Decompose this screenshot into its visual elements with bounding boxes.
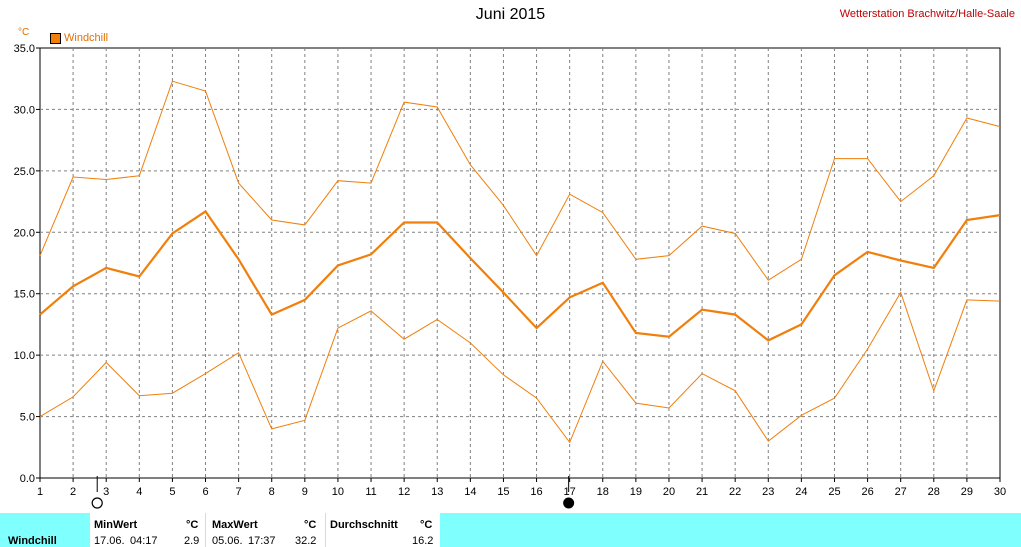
min-header: MinWert <box>94 519 138 531</box>
stats-separator <box>325 513 326 547</box>
y-tick-label: 20.0 <box>14 227 35 239</box>
avg-value: 16.2 <box>412 535 434 547</box>
series-line-mean <box>39 209 1001 342</box>
avg-unit: °C <box>420 519 433 531</box>
stats-panel: Windchill MinWert °C 17.06. 04:17 2.9 Ma… <box>0 513 1021 547</box>
x-tick-label: 28 <box>928 486 940 498</box>
max-header: MaxWert <box>212 519 258 531</box>
avg-header: Durchschnitt <box>330 519 398 531</box>
x-tick-label: 21 <box>696 486 708 498</box>
chart-title: Juni 2015 <box>475 6 546 23</box>
x-tick-label: 18 <box>597 486 609 498</box>
line-chart: 0.05.010.015.020.025.030.035.01 2 3 4 5 6 7 8 9 1… <box>14 43 1006 509</box>
x-tick-label: 25 <box>828 486 840 498</box>
x-tick-label: 24 <box>795 486 807 498</box>
station-name: Wetterstation Brachwitz/Halle-Saale <box>839 8 1015 20</box>
series-line-min <box>39 291 1001 444</box>
legend-swatch <box>50 32 61 44</box>
y-tick-label: 30.0 <box>14 104 35 116</box>
x-tick-label: 22 <box>729 486 741 498</box>
y-axis-unit: °C <box>18 27 30 38</box>
stats-separator <box>205 513 206 547</box>
x-tick-label: 3 <box>103 486 109 498</box>
min-value: 2.9 <box>184 535 200 547</box>
full-moon-icon <box>91 497 103 509</box>
x-tick-label: 6 <box>202 486 208 498</box>
x-tick-label: 27 <box>895 486 907 498</box>
x-tick-label: 12 <box>398 486 410 498</box>
legend-label: Windchill <box>64 32 109 44</box>
x-tick-label: 19 <box>630 486 642 498</box>
max-value: 32.2 <box>295 535 317 547</box>
x-tick-label: 7 <box>236 486 242 498</box>
x-tick-label: 5 <box>169 486 175 498</box>
x-tick-label: 13 <box>431 486 443 498</box>
stats-row-label: Windchill <box>8 535 57 547</box>
y-tick-label: 35.0 <box>14 43 35 55</box>
x-tick-label: 8 <box>269 486 275 498</box>
y-tick-label: 0.0 <box>20 473 35 485</box>
y-tick-label: 10.0 <box>14 350 35 362</box>
x-tick-label: 1 <box>37 486 43 498</box>
x-tick-label: 11 <box>365 486 376 498</box>
x-tick-label: 17 <box>564 486 576 498</box>
x-tick-label: 16 <box>530 486 542 498</box>
stats-table: MinWert °C 17.06. 04:17 2.9 MaxWert °C 0… <box>90 513 440 547</box>
min-date: 17.06. <box>94 535 125 547</box>
y-tick-label: 15.0 <box>14 289 35 301</box>
x-tick-label: 10 <box>332 486 344 498</box>
x-tick-label: 26 <box>861 486 873 498</box>
max-unit: °C <box>304 519 317 531</box>
y-tick-label: 25.0 <box>14 166 35 178</box>
x-tick-label: 14 <box>464 486 476 498</box>
x-tick-label: 4 <box>136 486 142 498</box>
x-tick-label: 9 <box>302 486 308 498</box>
plot-area <box>39 47 1001 479</box>
min-time: 04:17 <box>130 535 158 547</box>
x-tick-label: 30 <box>994 486 1006 498</box>
max-time: 17:37 <box>248 535 276 547</box>
x-tick-label: 20 <box>663 486 675 498</box>
x-tick-label: 15 <box>497 486 509 498</box>
legend: Windchill <box>50 32 108 44</box>
new-moon-icon <box>563 497 575 509</box>
x-tick-label: 2 <box>70 486 76 498</box>
max-date: 05.06. <box>212 535 243 547</box>
series-line-max <box>39 80 1001 281</box>
x-tick-label: 23 <box>762 486 774 498</box>
y-tick-label: 5.0 <box>20 412 35 424</box>
x-tick-label: 29 <box>961 486 973 498</box>
min-unit: °C <box>186 519 199 531</box>
